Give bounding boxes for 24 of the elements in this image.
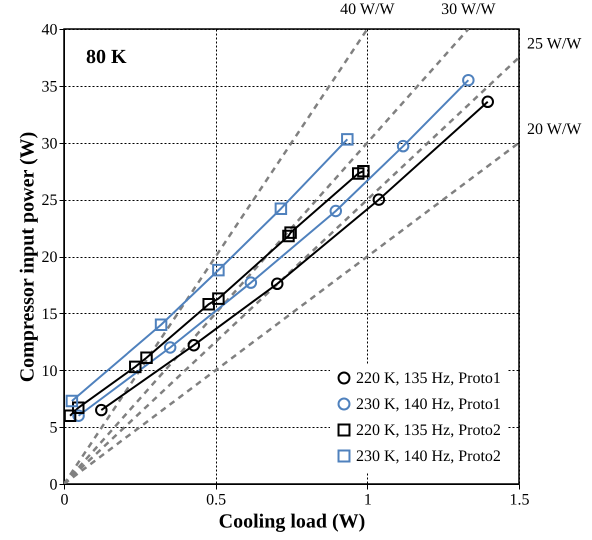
y-tick-label: 10 [42,362,58,380]
y-tick-label: 35 [42,78,58,96]
x-tick-label: 0.5 [206,492,226,508]
x-tick-label: 1.5 [510,492,530,508]
y-tick-label: 25 [42,192,58,210]
x-tick-label: 0 [60,492,68,508]
series-label: 40 W/W [340,1,396,18]
series-label: 20 W/W [527,120,582,138]
legend-label: 230 K, 140 Hz, Proto1 [356,396,501,413]
series-label: 25 W/W [527,35,582,52]
series-label: 30 W/W [441,1,496,18]
legend-label: 230 K, 140 Hz, Proto2 [356,448,501,465]
legend-label: 220 K, 135 Hz, Proto2 [356,422,501,439]
annotation: 80 K [86,46,127,68]
legend-label: 220 K, 135 Hz, Proto1 [356,370,501,387]
y-tick-label: 20 [42,249,58,266]
x-axis-title: Cooling load (W) [218,510,366,532]
x-tick-label: 1 [364,492,372,508]
y-tick-label: 5 [50,420,58,437]
y-tick-label: 15 [42,306,58,323]
y-axis-title: Compressor input power (W) [16,132,38,382]
y-tick-label: 40 [42,22,58,38]
y-tick-label: 0 [50,476,58,494]
y-tick-label: 30 [42,135,58,152]
